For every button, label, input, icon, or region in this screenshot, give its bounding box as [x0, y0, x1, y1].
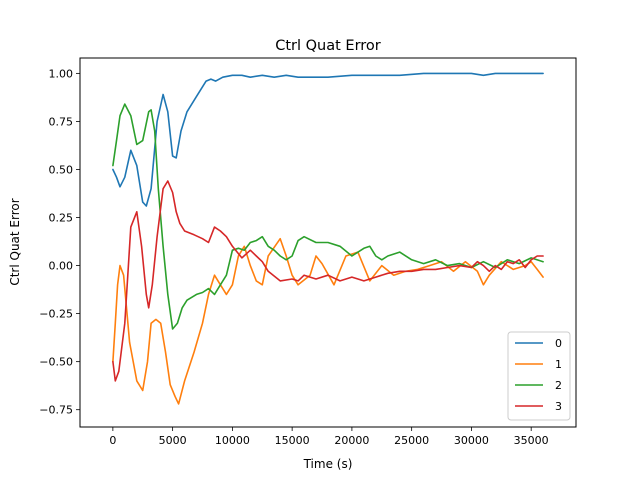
y-axis-label: Ctrl Quat Error	[8, 198, 22, 285]
x-tick-label: 5000	[159, 434, 187, 447]
y-tick-label: 0.25	[49, 212, 74, 225]
chart-title: Ctrl Quat Error	[275, 38, 381, 54]
x-tick-label: 20000	[334, 434, 369, 447]
y-tick-label: 1.00	[49, 67, 74, 80]
x-axis-label: Time (s)	[303, 457, 353, 471]
y-tick-label: 0.50	[49, 163, 74, 176]
legend-label-2: 2	[555, 379, 562, 392]
series-line-1	[112, 237, 544, 405]
legend: 0 1 2 3	[507, 331, 571, 421]
y-tick-label: 0.00	[49, 260, 74, 273]
series-line-0	[112, 72, 544, 207]
legend-label-3: 3	[555, 400, 562, 413]
y-axis: −0.75 −0.50 −0.25 0.00 0.25 0.50 0.75 1.00	[39, 67, 80, 417]
y-tick-label: −0.75	[39, 404, 73, 417]
x-tick-label: 15000	[275, 434, 310, 447]
plot-frame	[79, 57, 577, 428]
y-tick-label: −0.25	[39, 308, 73, 321]
legend-label-1: 1	[555, 358, 562, 371]
series-line-2	[112, 103, 544, 330]
x-axis: 0 5000 10000 15000 20000 25000 30000 35000	[109, 427, 549, 447]
x-tick-label: 35000	[514, 434, 549, 447]
y-tick-label: −0.50	[39, 356, 73, 369]
legend-box	[507, 331, 571, 421]
legend-label-0: 0	[555, 337, 562, 350]
x-tick-label: 0	[109, 434, 116, 447]
x-tick-label: 10000	[215, 434, 250, 447]
x-tick-label: 25000	[394, 434, 429, 447]
series-layer	[112, 72, 544, 405]
y-tick-label: 0.75	[49, 115, 74, 128]
x-tick-label: 30000	[454, 434, 489, 447]
series-line-3	[112, 180, 544, 382]
